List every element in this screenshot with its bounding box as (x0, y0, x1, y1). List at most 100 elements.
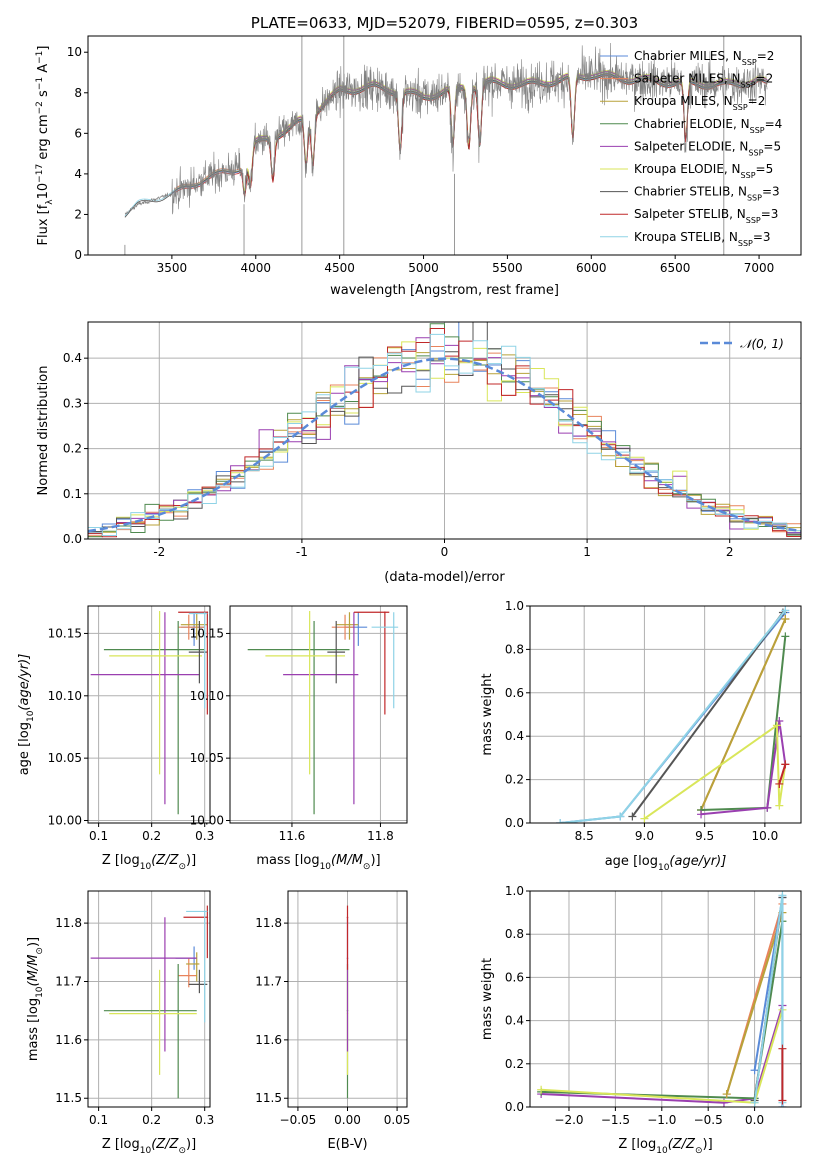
axes-mass_vs_EBV: −0.05 0.00 0.05 11.5 11.6 11.7 11.8 E(B-V) (255, 890, 410, 1152)
legend-entry: 𝒩(0, 1) (740, 337, 784, 351)
marker-Salpeter_STELIB (778, 1096, 787, 1105)
series-line-Salpeter_ELODIE (700, 720, 787, 816)
x-tick-label: 11.8 (367, 829, 394, 843)
ticks: -2 -1 0 1 2 0.0 0.1 0.2 0.3 0.4 (63, 351, 734, 559)
legend-entry: Salpeter ELODIE, NSSP=5 (634, 139, 781, 157)
grid (88, 891, 210, 1107)
x-tick-label: 0 (441, 545, 449, 559)
y-axis-label: mass [log10(M/M⊙)] (26, 937, 45, 1061)
data-point-Salpeter_STELIB (384, 611, 386, 614)
series-line-Salpeter_STELIB (778, 764, 787, 785)
histogram-Kroupa_STELIB (88, 333, 801, 536)
y-tick-label: 1.0 (505, 884, 524, 898)
plot-area (556, 606, 790, 823)
x-tick-label: 0.00 (334, 1113, 361, 1127)
marker-Kroupa_MILES (722, 1090, 731, 1099)
marker-Salpeter_STELIB (781, 760, 790, 769)
axes-mass_vs_Z: 0.1 0.2 0.3 11.5 11.6 11.7 11.8 Z [log10(Z/Z⊙)]… (26, 890, 214, 1156)
x-tick-label: −2.0 (554, 1113, 583, 1127)
x-tick-label: 0.05 (384, 1113, 411, 1127)
x-tick-label: 4500 (324, 261, 355, 275)
marker-Kroupa_ELODIE (775, 801, 784, 810)
y-tick-label: 0.3 (63, 396, 82, 410)
axes-frame (87, 35, 802, 256)
y-tick-label: 0 (74, 248, 82, 262)
x-tick-label: 2 (726, 545, 734, 559)
x-tick-label: −1.0 (647, 1113, 676, 1127)
x-tick-label: 10.0 (752, 829, 779, 843)
ticks: −0.05 0.00 0.05 11.5 11.6 11.7 11.8 (255, 916, 410, 1127)
x-tick-label: 11.6 (279, 829, 306, 843)
marker-Kroupa_STELIB (616, 812, 625, 821)
x-axis-label: Z [log10(Z/Z⊙)] (618, 1137, 712, 1156)
legend-entry: Kroupa MILES, NSSP=2 (634, 94, 765, 112)
x-axis-label: age [log10(age/yr)] (605, 854, 727, 873)
y-tick-label: 11.6 (255, 1033, 282, 1047)
marker-Chabrier_STELIB (628, 812, 637, 821)
marker-Chabrier_MILES (750, 1066, 759, 1075)
plot-area (90, 610, 209, 815)
x-axis-label: Z [log10(Z/Z⊙)] (102, 853, 196, 872)
x-tick-label: 0.3 (195, 1113, 214, 1127)
y-tick-label: 0.0 (505, 816, 524, 830)
grid (530, 606, 801, 823)
axes-weight_vs_Z: −2.0 −1.5 −1.0 −0.5 0.0 0.0 0.2 0.4 0.6 0.8 1.0 mas… (480, 884, 802, 1156)
data-point-Salpeter_STELIB (346, 916, 349, 919)
data-point-Kroupa_ELODIE (308, 655, 311, 657)
axes-residuals: -2 -1 0 1 2 0.0 0.1 0.2 0.3 0.4 (data-model)/error… (36, 321, 802, 585)
legend-entry: Chabrier ELODIE, NSSP=4 (634, 117, 782, 135)
marker-Salpeter_ELODIE (763, 803, 772, 812)
data-point-Salpeter_MILES (187, 974, 190, 977)
y-tick-label: 11.8 (255, 916, 282, 930)
y-tick-label: 11.7 (55, 974, 82, 988)
y-tick-label: 11.7 (255, 974, 282, 988)
marker-Salpeter_ELODIE (697, 810, 706, 819)
data-point-Salpeter_MILES (344, 626, 346, 629)
legend-entry: Salpeter MILES, NSSP=2 (634, 72, 773, 90)
x-tick-label: −0.05 (280, 1113, 317, 1127)
x-axis-label: Z [log10(Z/Z⊙)] (102, 1137, 196, 1156)
marker-Kroupa_STELIB (556, 819, 565, 823)
y-axis-label: mass weight (480, 673, 495, 755)
x-tick-label: -1 (296, 545, 308, 559)
x-tick-label: 7000 (744, 261, 775, 275)
x-tick-label: 5500 (492, 261, 523, 275)
plot-area (537, 891, 787, 1107)
x-tick-label: 3500 (157, 261, 188, 275)
axes-frame (229, 605, 408, 824)
legend-entry: Kroupa STELIB, NSSP=3 (634, 230, 771, 248)
y-tick-label: 0.2 (63, 442, 82, 456)
y-tick-label: 10 (67, 45, 82, 59)
data-point-Kroupa_MILES (195, 963, 198, 965)
ticks: 0.1 0.2 0.3 10.00 10.05 10.10 10.15 (48, 626, 215, 843)
ticks: 8.5 9.0 9.5 10.0 0.0 0.2 0.4 0.6 0.8 1.0 (505, 599, 778, 843)
data-point-Kroupa_MILES (195, 623, 198, 626)
y-tick-label: 11.8 (55, 916, 82, 930)
y-tick-label: 10.15 (190, 626, 224, 640)
y-tick-label: 1.0 (505, 599, 524, 613)
y-axis-label: Flux [fλ10−17 erg cm−2 s−1 A−1] (35, 46, 55, 246)
axes-frame (87, 605, 211, 824)
ticks: 0.1 0.2 0.3 11.5 11.6 11.7 11.8 (55, 916, 214, 1127)
y-tick-label: 0.1 (63, 487, 82, 501)
data-point-Kroupa_ELODIE (158, 655, 161, 657)
y-tick-label: 8 (74, 86, 82, 100)
series-line-Salpeter_ELODIE (541, 1005, 784, 1104)
y-tick-label: 0.6 (505, 686, 524, 700)
data-point-Kroupa_STELIB (392, 626, 395, 629)
x-tick-label: 0.2 (142, 1113, 161, 1127)
x-tick-label: 0.1 (89, 829, 108, 843)
observed-spectrum (124, 42, 768, 216)
y-tick-label: 11.5 (255, 1091, 282, 1105)
grid (530, 891, 801, 1107)
data-point-Chabrier_STELIB (198, 983, 201, 986)
data-point-Kroupa_STELIB (203, 910, 206, 913)
data-point-Kroupa_STELIB (203, 612, 206, 615)
gaussian-reference (88, 357, 801, 533)
marker-Kroupa_ELODIE (772, 721, 781, 730)
plot-area (124, 36, 768, 255)
legend-entry: Salpeter STELIB, NSSP=3 (634, 207, 778, 225)
model-line-Salpeter_STELIB (174, 75, 768, 197)
x-tick-label: −1.5 (601, 1113, 630, 1127)
